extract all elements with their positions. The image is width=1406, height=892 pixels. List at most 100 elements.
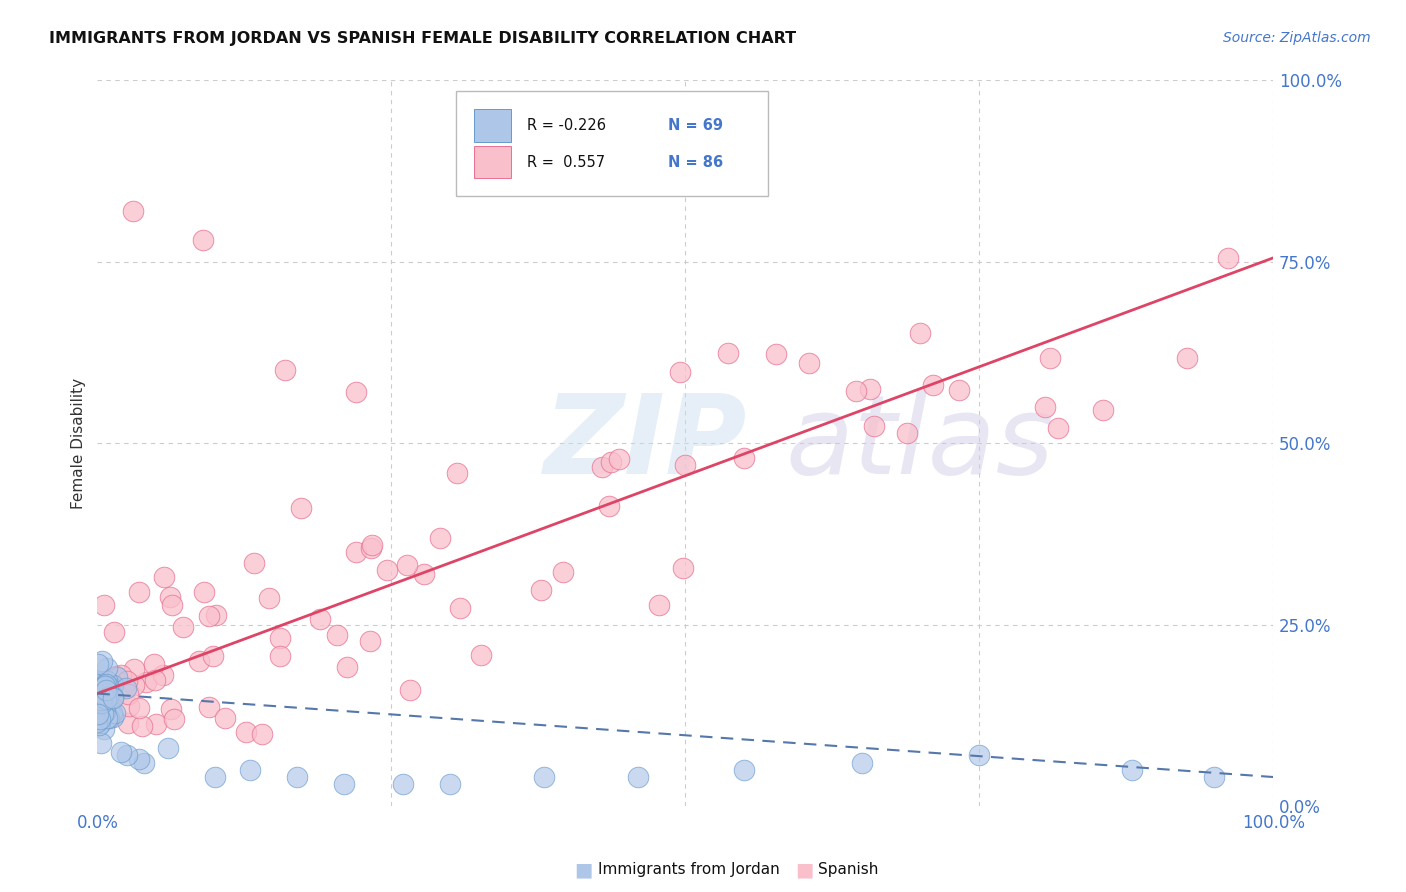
Point (908, 326, 931, 340)
Point (1046, 421, 1069, 435)
Point (93, 598, 115, 612)
Point (250, 727, 273, 741)
Point (412, 566, 434, 581)
Point (193, 233, 215, 247)
Point (336, 659, 359, 673)
Point (859, 382, 882, 396)
Point (96, 690, 118, 704)
Point (922, 378, 945, 392)
Point (396, 558, 419, 572)
Point (89, 675, 111, 690)
Point (110, 745, 132, 759)
Bar (474, 145, 512, 178)
Point (142, 657, 165, 671)
Point (87, 681, 110, 696)
Point (89, 712, 111, 726)
Point (104, 706, 127, 720)
Point (98, 711, 121, 725)
Text: ZIP: ZIP (544, 390, 748, 497)
Point (97, 680, 120, 694)
Point (96, 674, 118, 689)
Point (948, 383, 970, 397)
Point (128, 701, 150, 715)
Point (1218, 251, 1240, 265)
Point (91, 696, 114, 710)
Text: N = 69: N = 69 (668, 119, 723, 133)
Point (733, 763, 755, 777)
Point (269, 649, 291, 664)
Y-axis label: Female Disability: Female Disability (72, 377, 86, 508)
Point (600, 455, 623, 469)
Point (344, 545, 367, 559)
Point (96, 660, 118, 674)
Point (94, 693, 117, 707)
Point (101, 710, 124, 724)
Point (344, 385, 367, 400)
Point (96, 710, 118, 724)
Point (163, 712, 186, 726)
Point (118, 698, 141, 713)
Point (214, 711, 236, 725)
Point (187, 654, 209, 668)
Point (201, 648, 224, 663)
Point (90, 736, 112, 750)
Point (124, 662, 146, 676)
Point (101, 678, 124, 692)
Point (797, 356, 820, 370)
Point (128, 585, 150, 599)
Text: IMMIGRANTS FROM JORDAN VS SPANISH FEMALE DISABILITY CORRELATION CHART: IMMIGRANTS FROM JORDAN VS SPANISH FEMALE… (49, 31, 796, 46)
Point (90, 705, 112, 719)
Point (87, 657, 110, 672)
Point (333, 777, 356, 791)
Point (1092, 403, 1115, 417)
Point (152, 667, 174, 681)
Point (235, 725, 257, 739)
Point (97, 679, 120, 693)
Point (197, 699, 219, 714)
Point (101, 691, 124, 706)
Point (94, 679, 117, 693)
Point (533, 770, 555, 784)
Point (89, 715, 111, 730)
Point (1175, 351, 1198, 366)
Point (86, 714, 108, 729)
Point (143, 673, 166, 687)
Point (90, 694, 112, 708)
Point (87, 696, 110, 710)
Point (765, 347, 787, 361)
Point (98, 690, 121, 704)
Point (285, 770, 308, 784)
Point (101, 706, 124, 720)
Point (439, 777, 461, 791)
Point (551, 566, 574, 580)
Point (98, 678, 121, 692)
Point (145, 716, 167, 731)
Point (134, 756, 156, 770)
Point (361, 538, 384, 552)
Point (1121, 763, 1143, 777)
Point (94, 694, 117, 708)
Text: R =  0.557: R = 0.557 (527, 154, 605, 169)
Point (94, 677, 117, 691)
Point (105, 670, 128, 684)
Point (257, 591, 280, 605)
Point (160, 598, 183, 612)
Point (156, 741, 179, 756)
Point (94, 681, 117, 696)
Point (93, 686, 115, 700)
Text: Source: ZipAtlas.com: Source: ZipAtlas.com (1223, 31, 1371, 45)
Text: atlas: atlas (785, 390, 1054, 497)
Point (159, 702, 181, 716)
Point (117, 687, 139, 701)
Point (896, 426, 918, 441)
Point (360, 541, 382, 555)
FancyBboxPatch shape (456, 91, 768, 196)
Bar (474, 110, 512, 142)
Point (446, 466, 468, 480)
Point (429, 531, 451, 545)
Point (193, 585, 215, 599)
Point (733, 450, 755, 465)
Point (89, 718, 111, 732)
Point (152, 569, 174, 583)
Point (359, 633, 381, 648)
